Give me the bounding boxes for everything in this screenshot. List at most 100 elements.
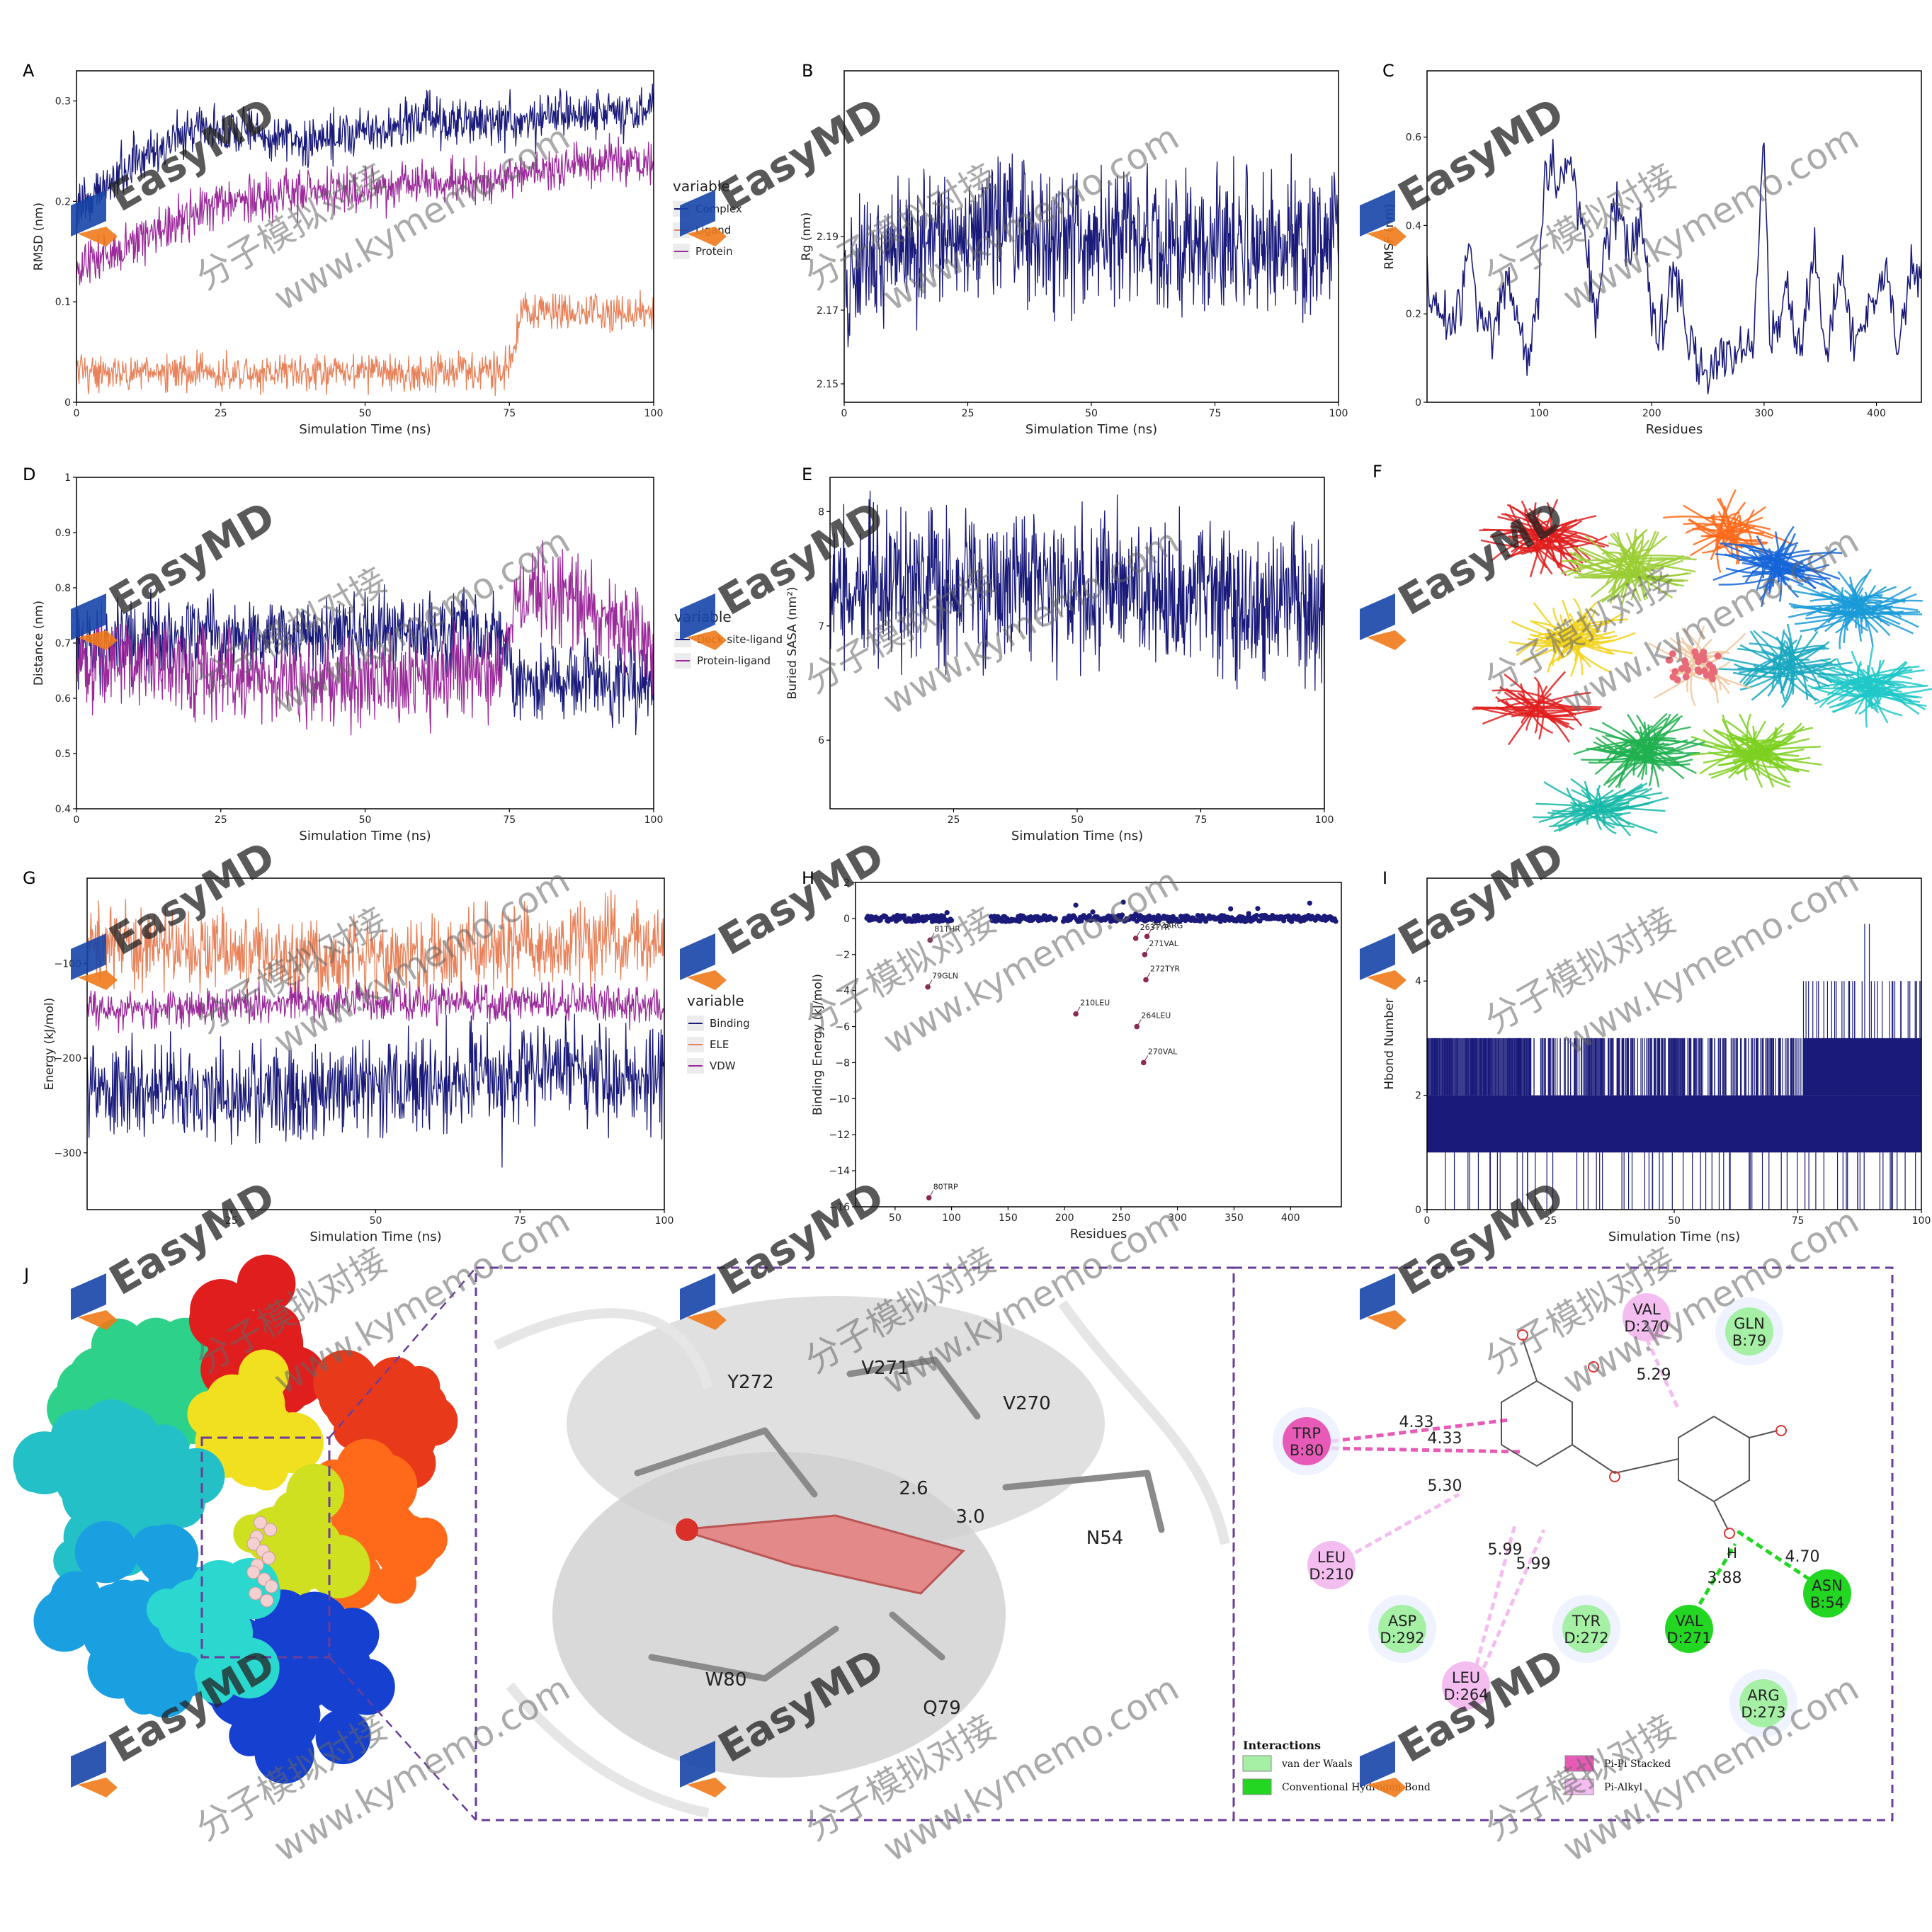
surface-blob [125, 1454, 188, 1516]
residue-node [1623, 1293, 1671, 1341]
series-line-vdw [87, 978, 664, 1033]
legend-item-label: ELE [710, 1038, 729, 1051]
y-tick-label: −4 [835, 986, 850, 997]
legend-item-label: van der Waals [1281, 1758, 1353, 1770]
data-layer [830, 490, 1324, 691]
y-tick-label: 2.19 [817, 232, 839, 243]
key-residue-point [1142, 951, 1148, 958]
ribbon-strand [1768, 540, 1787, 592]
y-tick-label: −100 [55, 958, 81, 970]
oxygen-atom [1724, 1528, 1735, 1539]
residue-stick [634, 1427, 768, 1477]
residue-label: Q79 [923, 1698, 961, 1719]
ligand-ring [1678, 1415, 1750, 1503]
ligand-atom [1705, 661, 1713, 669]
ribbon-strand [1584, 535, 1674, 599]
residue-point [949, 917, 955, 924]
y-tick-label: −6 [835, 1022, 850, 1033]
interaction-bond [1644, 1337, 1681, 1411]
y-axis-label: RMSF (nm) [1382, 203, 1397, 269]
x-tick-label: 25 [962, 408, 974, 419]
surface-blob [326, 1608, 380, 1661]
ribbon-strand [1805, 598, 1907, 620]
ligand-sphere [246, 1537, 261, 1551]
ribbon-strand [1473, 706, 1601, 710]
ribbon-strand [1771, 639, 1798, 692]
ribbon-strand [1533, 676, 1545, 740]
series-line-main [844, 153, 1339, 348]
ligand-sphere [249, 1586, 263, 1601]
y-tick-label: −14 [829, 1166, 850, 1177]
y-tick-label: 1 [64, 472, 71, 484]
ribbon-strand [1526, 512, 1562, 564]
legend-swatch [1564, 1778, 1594, 1795]
residue-stick [761, 1625, 839, 1682]
plot-frame [1426, 70, 1922, 403]
interaction-bond [1331, 1446, 1523, 1454]
residue-node [1725, 1307, 1773, 1356]
panel-letter: A [23, 61, 35, 81]
series-line-dock-site-ligand [76, 584, 654, 736]
x-tick-label: 50 [1668, 1215, 1681, 1227]
x-tick-label: 100 [1530, 408, 1549, 419]
ligand-atom [1682, 661, 1690, 669]
ribbon-strand [1525, 686, 1548, 731]
label-leader [1145, 972, 1151, 980]
y-tick-label: 0.1 [55, 297, 71, 308]
zoom-line [329, 1267, 477, 1438]
plot-frame [855, 882, 1342, 1208]
y-tick-label: 0 [843, 914, 850, 925]
zoom-box [200, 1436, 331, 1659]
ribbon-strand [1567, 555, 1690, 576]
hbond-band-main [1427, 1095, 1921, 1153]
ribbon-strand [1716, 498, 1740, 564]
panel-a-rmsd-chart: A 0 25 50 75 100 0 0.1 0.2 0.3 Simulation Time (ns… [23, 61, 742, 437]
residue-stick [648, 1654, 768, 1682]
y-tick-label: 4 [1415, 976, 1421, 987]
panel-g-energy-chart: G 25 50 75 100 −300 −200 −100 Simulation Time (n… [23, 868, 750, 1244]
legend-item-label: Conventional Hydrogen Bond [1282, 1782, 1431, 1793]
ribbon-strand [1700, 525, 1756, 538]
plot-area: 0 25 50 75 100 2.15 2.17 2.19 Simulation Time (n… [800, 70, 1348, 437]
y-tick-label: 2.15 [817, 379, 839, 390]
ribbon-strand [1807, 606, 1904, 615]
ligand-atom [1714, 652, 1722, 660]
y-tick-label: −16 [829, 1202, 850, 1213]
key-residue-label: 272TYR [1150, 964, 1180, 973]
ribbon-strand [1792, 590, 1919, 628]
interaction-distance: 3.88 [1707, 1569, 1742, 1587]
key-residue-label: 79GLN [932, 972, 958, 981]
ribbon-strand [1549, 788, 1653, 828]
key-residue-point [1134, 1023, 1140, 1030]
residue-point [1228, 906, 1234, 911]
ribbon-strand [1602, 744, 1683, 754]
y-tick-label: −8 [835, 1057, 850, 1069]
ribbon-strand [1601, 530, 1657, 603]
residue-node-name: LEU [1452, 1669, 1480, 1686]
x-tick-label: 400 [1281, 1212, 1300, 1224]
surface-blob [79, 1399, 144, 1464]
residue-point [1090, 909, 1096, 915]
ribbon-strand [1723, 543, 1832, 590]
ribbon-strand [1688, 518, 1768, 545]
residue-node-name: VAL [1675, 1613, 1703, 1630]
ribbon-strand [1570, 778, 1632, 836]
x-tick-label: 25 [1545, 1215, 1557, 1227]
oxygen-atom [1588, 1361, 1599, 1373]
interaction-distance: 4.33 [1428, 1430, 1462, 1448]
x-tick-label: 100 [1912, 1215, 1931, 1227]
label-leader [1147, 929, 1152, 937]
ribbon-strand [1508, 632, 1636, 648]
ribbon-strand [1782, 641, 1791, 691]
residue-point [1255, 906, 1261, 911]
data-layer [1427, 139, 1921, 394]
key-residue-point [926, 1195, 932, 1201]
y-tick-label: −300 [55, 1148, 81, 1159]
data-layer [87, 890, 664, 1168]
residue-node-chain: D:273 [1741, 1704, 1785, 1721]
y-tick-label: −200 [55, 1053, 81, 1064]
surface-blob [237, 1254, 296, 1314]
x-tick-label: 50 [370, 1215, 382, 1227]
y-tick-label: 2 [843, 877, 850, 889]
cartoon-backbone [493, 1300, 1230, 1818]
